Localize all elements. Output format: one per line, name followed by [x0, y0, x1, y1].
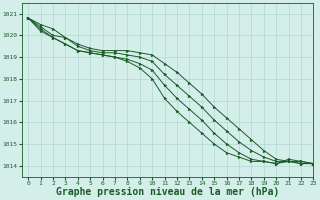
X-axis label: Graphe pression niveau de la mer (hPa): Graphe pression niveau de la mer (hPa) — [56, 187, 279, 197]
